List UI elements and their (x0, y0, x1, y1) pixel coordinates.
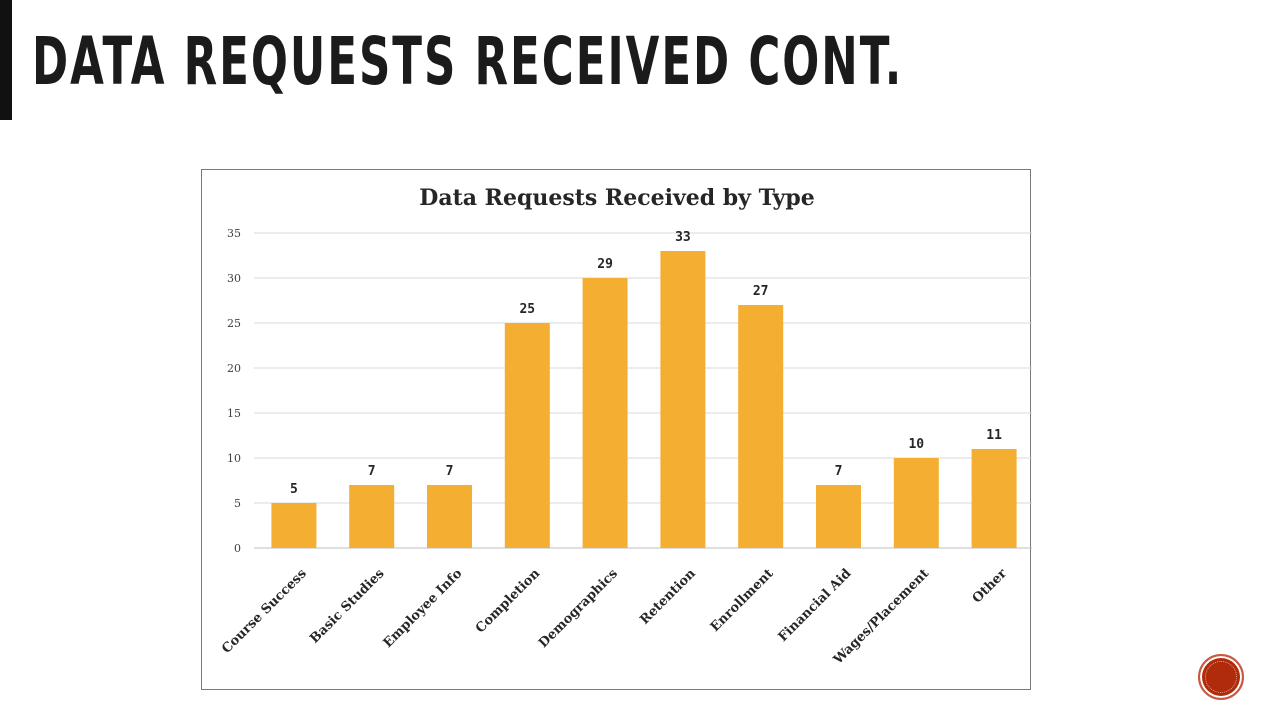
bar (427, 485, 472, 548)
data-label: 27 (753, 284, 769, 299)
bar (893, 458, 939, 548)
x-tick-label: Basic Studies (307, 566, 387, 646)
bar (660, 251, 706, 548)
y-tick-label: 35 (227, 227, 241, 240)
chart-title: Data Requests Received by Type (419, 185, 814, 211)
accent-bar (0, 0, 12, 120)
bar (971, 449, 1017, 548)
data-label: 7 (368, 464, 376, 479)
bar (504, 323, 550, 548)
y-tick-label: 20 (227, 362, 241, 375)
data-label: 7 (446, 464, 454, 479)
x-tick-label: Demographics (536, 566, 621, 651)
y-tick-label: 15 (227, 407, 241, 420)
x-tick-label: Employee Info (381, 566, 466, 651)
bar (582, 278, 628, 548)
y-tick-label: 10 (227, 452, 241, 465)
x-tick-label: Enrollment (708, 566, 777, 635)
y-tick-label: 5 (234, 497, 241, 510)
circle-nav-button-icon (1205, 661, 1237, 693)
x-tick-label: Retention (637, 566, 699, 628)
data-label: 10 (908, 437, 924, 452)
y-tick-label: 25 (227, 317, 241, 330)
bar (271, 503, 317, 548)
y-tick-label: 30 (227, 272, 241, 285)
bar (738, 305, 784, 548)
data-label: 25 (519, 302, 535, 317)
data-label: 33 (675, 230, 691, 245)
x-tick-label: Other (970, 566, 1010, 606)
x-tick-label: Completion (473, 566, 543, 636)
bar-chart: Data Requests Received by Type 0 5 10 15 20 2… (219, 185, 1032, 668)
data-label: 11 (986, 428, 1002, 443)
data-label: 7 (835, 464, 843, 479)
bar (816, 485, 861, 548)
chart-frame: Data Requests Received by Type 0 5 10 15 20 2… (201, 169, 1032, 690)
slide-title: DATA REQUESTS RECEIVED CONT. (32, 23, 904, 100)
data-label: 29 (597, 257, 613, 272)
next-slide-button[interactable] (1198, 654, 1244, 700)
x-tick-label: Course Success (219, 566, 310, 657)
x-tick-label: Financial Aid (776, 566, 855, 645)
bar (349, 485, 395, 548)
data-label: 5 (290, 482, 298, 497)
y-tick-label: 0 (234, 542, 241, 555)
